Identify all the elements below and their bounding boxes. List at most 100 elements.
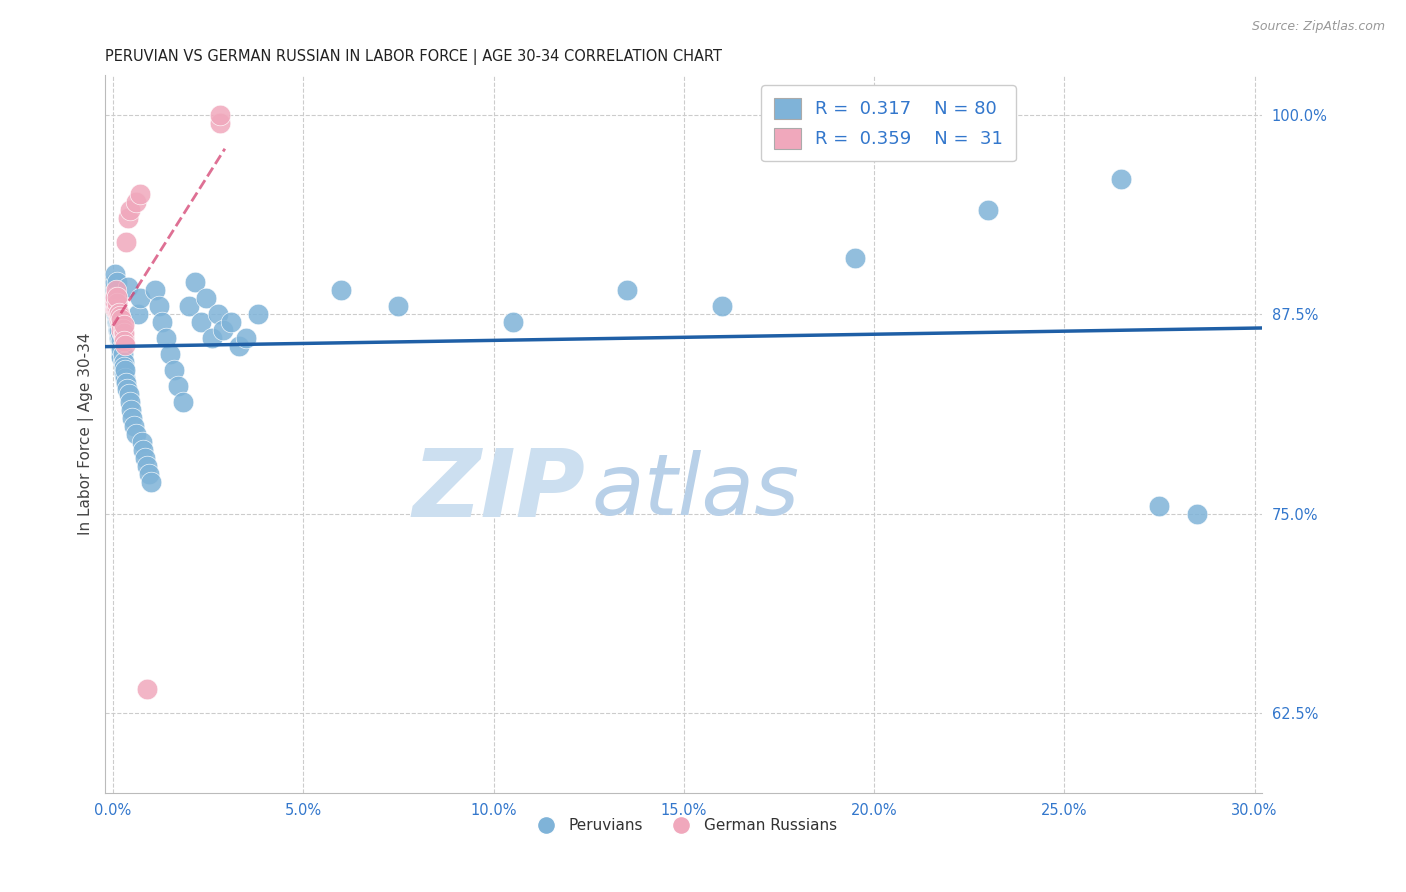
Point bbox=[111, 355, 134, 369]
Legend: Peruvians, German Russians: Peruvians, German Russians bbox=[524, 812, 844, 839]
Point bbox=[330, 283, 353, 297]
Point bbox=[148, 299, 170, 313]
Point bbox=[105, 283, 128, 297]
Point bbox=[108, 339, 131, 353]
Point bbox=[104, 267, 127, 281]
Point bbox=[195, 291, 218, 305]
Point bbox=[110, 339, 132, 353]
Text: Source: ZipAtlas.com: Source: ZipAtlas.com bbox=[1251, 20, 1385, 33]
Point bbox=[105, 307, 128, 321]
Point bbox=[172, 395, 194, 409]
Point bbox=[136, 682, 159, 697]
Point bbox=[208, 108, 231, 122]
Point bbox=[105, 290, 128, 304]
Point bbox=[235, 331, 257, 345]
Point bbox=[107, 305, 129, 319]
Point bbox=[105, 283, 128, 297]
Point bbox=[114, 363, 136, 377]
Point bbox=[105, 302, 128, 317]
Point bbox=[104, 290, 127, 304]
Point bbox=[184, 275, 207, 289]
Point bbox=[104, 302, 127, 317]
Point bbox=[110, 351, 132, 365]
Point bbox=[138, 467, 160, 481]
Point bbox=[112, 366, 135, 380]
Y-axis label: In Labor Force | Age 30-34: In Labor Force | Age 30-34 bbox=[79, 333, 94, 535]
Point bbox=[105, 296, 128, 310]
Point bbox=[120, 395, 142, 409]
Point bbox=[115, 376, 138, 390]
Point bbox=[105, 296, 128, 310]
Point bbox=[219, 315, 242, 329]
Point bbox=[127, 307, 149, 321]
Point bbox=[502, 315, 524, 329]
Point bbox=[112, 326, 135, 341]
Point bbox=[143, 283, 166, 297]
Point bbox=[208, 116, 231, 130]
Point bbox=[117, 280, 139, 294]
Point bbox=[107, 312, 129, 326]
Point bbox=[108, 309, 131, 323]
Point bbox=[125, 195, 148, 210]
Point bbox=[104, 283, 127, 297]
Point bbox=[136, 458, 159, 473]
Point bbox=[107, 323, 129, 337]
Point bbox=[120, 403, 142, 417]
Point bbox=[111, 347, 134, 361]
Point bbox=[112, 359, 135, 374]
Point bbox=[105, 307, 128, 321]
Point bbox=[105, 302, 128, 317]
Point bbox=[107, 315, 129, 329]
Point bbox=[114, 371, 136, 385]
Text: atlas: atlas bbox=[591, 450, 799, 533]
Point bbox=[105, 315, 128, 329]
Point bbox=[710, 299, 733, 313]
Point bbox=[117, 211, 139, 226]
Point bbox=[112, 331, 135, 345]
Point bbox=[111, 327, 134, 342]
Point bbox=[104, 291, 127, 305]
Point bbox=[228, 339, 250, 353]
Point bbox=[139, 475, 162, 489]
Point bbox=[159, 347, 181, 361]
Point bbox=[120, 203, 142, 218]
Point bbox=[246, 307, 269, 321]
Point bbox=[105, 291, 128, 305]
Point bbox=[110, 334, 132, 349]
Point bbox=[177, 299, 200, 313]
Point bbox=[152, 315, 174, 329]
Point bbox=[616, 283, 638, 297]
Point bbox=[110, 323, 132, 337]
Point bbox=[166, 379, 188, 393]
Point bbox=[104, 296, 127, 310]
Point bbox=[107, 323, 129, 337]
Point bbox=[107, 331, 129, 345]
Point bbox=[117, 382, 139, 396]
Point bbox=[212, 323, 235, 337]
Point bbox=[112, 318, 135, 333]
Point bbox=[128, 291, 150, 305]
Point bbox=[155, 331, 177, 345]
Point bbox=[1149, 499, 1171, 513]
Point bbox=[110, 318, 132, 333]
Point bbox=[105, 299, 128, 313]
Point bbox=[104, 299, 127, 313]
Point bbox=[114, 337, 136, 351]
Point bbox=[110, 347, 132, 361]
Point bbox=[1187, 507, 1209, 521]
Point bbox=[118, 387, 141, 401]
Point bbox=[132, 442, 155, 457]
Point bbox=[207, 307, 229, 321]
Point bbox=[104, 275, 127, 289]
Point bbox=[163, 363, 186, 377]
Point bbox=[977, 203, 1000, 218]
Point bbox=[128, 187, 150, 202]
Point bbox=[108, 315, 131, 329]
Point bbox=[125, 426, 148, 441]
Point bbox=[115, 235, 138, 250]
Point bbox=[110, 312, 132, 326]
Text: ZIP: ZIP bbox=[412, 445, 585, 537]
Point bbox=[134, 450, 156, 465]
Point bbox=[201, 331, 224, 345]
Point bbox=[107, 315, 129, 329]
